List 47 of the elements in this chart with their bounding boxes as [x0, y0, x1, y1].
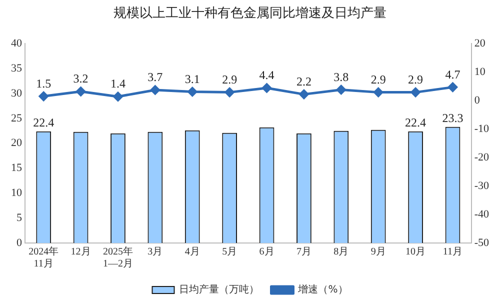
x-tick-label: 7月 — [296, 246, 312, 258]
x-tick-label: 2024年 11月 — [28, 246, 59, 270]
chart-title: 规模以上工业十种有色金属同比增速及日均产量 — [114, 6, 386, 22]
x-tick-label: 6月 — [259, 246, 274, 258]
x-tick-label: 8月 — [334, 246, 349, 258]
x-tick-label: 2025年 1—2月 — [102, 246, 133, 270]
y-tick-label: 40 — [11, 37, 22, 50]
y2-tick-label: -10 — [474, 122, 490, 135]
data-label: 2.9 — [370, 72, 386, 86]
x-tick-label: 3月 — [148, 246, 163, 258]
legend-label: 增速（%） — [297, 284, 348, 296]
y2-tick-label: -50 — [474, 236, 490, 249]
y2-tick-label: 20 — [474, 37, 486, 50]
data-label: 3.2 — [73, 72, 88, 86]
y-tick-label: 10 — [11, 187, 22, 200]
data-label: 3.8 — [334, 70, 349, 84]
y-tick-label: 25 — [11, 112, 22, 124]
x-tick-label: 12月 — [70, 246, 91, 258]
x-tick-label: 4月 — [184, 246, 200, 258]
data-label: 1.4 — [110, 76, 126, 91]
y2-tick-label: -30 — [474, 180, 490, 192]
data-label: 1.5 — [36, 76, 52, 90]
data-label: 3.7 — [148, 70, 163, 84]
y2-tick-label: -40 — [474, 208, 490, 220]
data-label: 22.4 — [33, 115, 54, 130]
y2-tick-label: -20 — [474, 151, 490, 164]
y-tick-label: 15 — [11, 162, 22, 174]
x-tick-label: 11月 — [442, 246, 463, 258]
y2-tick-label: 10 — [474, 66, 486, 78]
y-tick-label: 30 — [11, 87, 22, 100]
x-tick-label: 5月 — [222, 246, 238, 258]
data-label: 2.9 — [222, 72, 238, 86]
data-label: 3.1 — [184, 72, 200, 86]
legend-label: 日均产量（万吨） — [179, 284, 260, 296]
data-label: 2.9 — [408, 72, 424, 86]
y-tick-label: 5 — [16, 212, 22, 224]
y-tick-label: 20 — [11, 137, 22, 150]
data-label: 4.7 — [445, 67, 460, 82]
y2-tick-label: 0 — [474, 94, 480, 106]
data-label: 4.4 — [259, 68, 274, 82]
data-label: 2.2 — [296, 74, 312, 88]
y-tick-label: 35 — [11, 62, 22, 74]
data-label: 22.4 — [405, 115, 426, 130]
y-tick-label: 0 — [16, 236, 22, 249]
data-label: 23.3 — [442, 111, 464, 126]
x-tick-label: 10月 — [406, 246, 426, 258]
x-tick-label: 9月 — [370, 246, 386, 258]
